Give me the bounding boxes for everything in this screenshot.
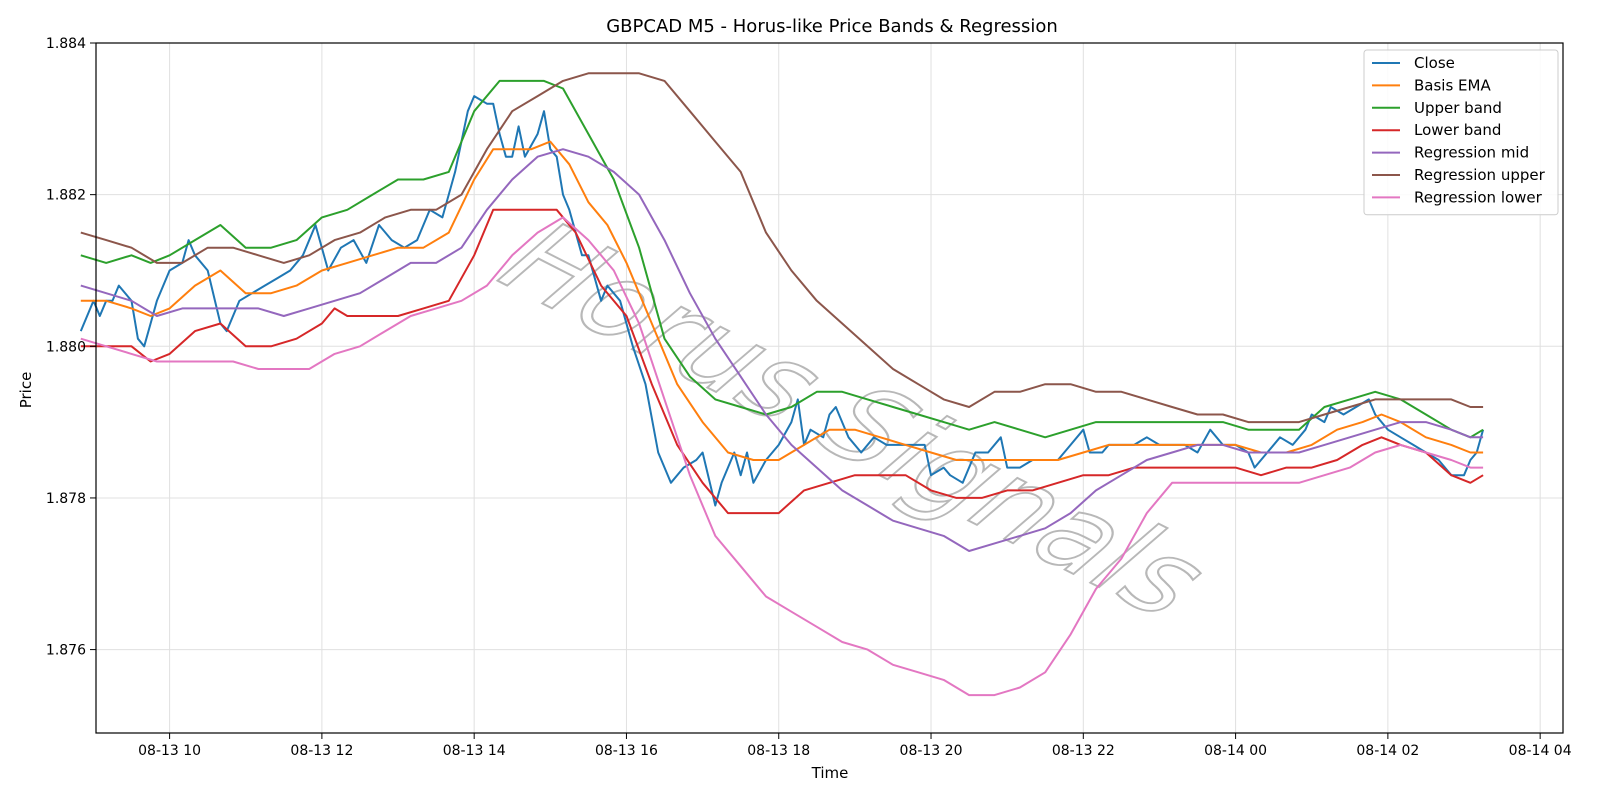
legend-label-lower-band: Lower band — [1414, 121, 1501, 139]
legend-label-basis-ema: Basis EMA — [1414, 76, 1491, 94]
y-tick-label: 1.884 — [46, 36, 86, 52]
series-layer — [79, 72, 1485, 697]
series-line-close — [79, 95, 1485, 507]
series-line-regression-upper — [80, 72, 1484, 424]
legend: Close Basis EMA Upper band Lower band Regres… — [1363, 49, 1559, 216]
series-line-regression-mid — [80, 148, 1484, 552]
x-tick-label: 08-13 22 — [1052, 743, 1115, 759]
legend-label-regression-upper: Regression upper — [1414, 166, 1546, 184]
y-tick-label: 1.880 — [46, 339, 86, 355]
x-tick-label: 08-13 20 — [900, 743, 963, 759]
legend-label-upper-band: Upper band — [1414, 99, 1502, 117]
x-tick-label: 08-13 12 — [290, 743, 353, 759]
series-line-lower-band — [80, 208, 1484, 515]
legend-box — [1363, 49, 1559, 216]
x-axis-title: Time — [811, 764, 849, 782]
x-tick-label: 08-13 10 — [138, 743, 201, 759]
legend-label-regression-lower: Regression lower — [1414, 188, 1543, 206]
series-line-regression-lower — [80, 216, 1484, 697]
chart-title: GBPCAD M5 - Horus-like Price Bands & Reg… — [606, 16, 1058, 37]
plot-frame — [95, 42, 1564, 734]
x-axis: 08-13 10 08-13 12 08-13 14 08-13 16 08-13 18… — [138, 733, 1572, 759]
x-tick-label: 08-14 04 — [1509, 743, 1572, 759]
x-tick-label: 08-14 02 — [1356, 743, 1419, 759]
y-tick-label: 1.876 — [46, 643, 86, 659]
y-tick-label: 1.882 — [46, 188, 86, 204]
x-tick-label: 08-13 18 — [747, 743, 810, 759]
x-tick-label: 08-13 14 — [443, 743, 506, 759]
x-tick-label: 08-13 16 — [595, 743, 658, 759]
y-axis: 1.876 1.878 1.880 1.882 1.884 — [46, 36, 96, 659]
x-tick-label: 08-14 00 — [1204, 743, 1267, 759]
y-axis-title: Price — [17, 372, 35, 409]
y-tick-label: 1.878 — [46, 491, 86, 507]
series-line-upper-band — [80, 79, 1484, 439]
legend-label-close: Close — [1414, 54, 1455, 72]
legend-label-regression-mid: Regression mid — [1414, 144, 1529, 162]
